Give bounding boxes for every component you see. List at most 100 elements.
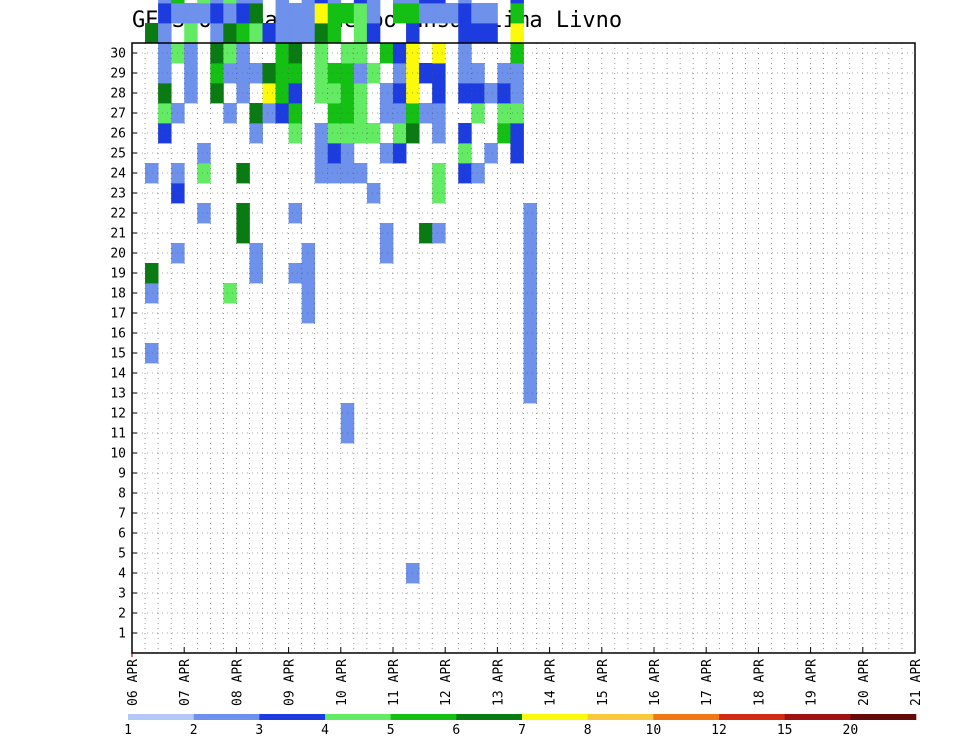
ensemble-cell [249,63,263,84]
colorbar-segment [522,714,588,720]
ensemble-cell [288,83,303,104]
ensemble-cell [236,0,250,4]
ensemble-cell [314,23,329,44]
ensemble-cell [497,83,511,104]
ensemble-cell [393,63,407,84]
ensemble-cell [523,223,537,244]
ensemble-cell [419,0,433,4]
ensemble-cell [223,63,237,84]
ensemble-cell [432,163,446,184]
y-tick-label: 9 [118,467,126,482]
ensemble-cell [236,163,250,184]
ensemble-cell [327,3,342,24]
ensemble-cell [484,23,498,44]
colorbar-segment [653,714,720,720]
ensemble-cell [249,263,263,284]
ensemble-cell [249,123,263,144]
y-tick-label: 21 [110,227,126,242]
ensemble-cell [158,63,172,84]
ensemble-cell [471,103,485,124]
colorbar-segment [325,714,391,720]
ensemble-cell [236,223,250,244]
ensemble-cell [458,23,472,44]
ensemble-cell [393,103,407,124]
ensemble-cell [432,63,446,84]
ensemble-cell [327,143,342,164]
ensemble-cell [223,0,237,4]
x-tick-label: 07 APR [178,659,193,706]
ensemble-cell [301,283,316,304]
ensemble-cell [145,23,159,44]
ensemble-cell [197,3,211,24]
ensemble-cell [301,23,316,44]
ensemble-cell [236,63,250,84]
colorbar-label: 7 [518,723,526,738]
ensemble-cell [406,3,420,24]
ensemble-cell [353,103,368,124]
colorbar-segment [850,714,917,720]
ensemble-cell [523,383,537,404]
ensemble-cell [366,123,381,144]
x-ticks: 06 APR 07 APR 08 APR 09 APR 10 APR 11 APR 12 A… [126,647,924,706]
x-tick-label: 19 APR [805,659,820,706]
ensemble-cell [288,103,303,124]
ensemble-cell [301,3,316,24]
ensemble-cell [223,43,237,64]
y-ticks: 1234567891011121314151617181920212223242… [110,47,137,642]
grid-layer [132,43,915,653]
ensemble-cell [327,123,342,144]
ensemble-cell [484,83,498,104]
y-tick-label: 19 [110,267,126,282]
ensemble-cell [497,123,511,144]
ensemble-cell [158,43,172,64]
y-tick-label: 25 [110,147,126,162]
colorbar-segment [456,714,523,720]
ensemble-cell [288,43,303,64]
x-tick-label: 14 APR [544,659,559,706]
ensemble-cell [419,103,433,124]
ensemble-cell [393,83,407,104]
ensemble-cell [497,103,511,124]
ensemble-cell [484,143,498,164]
y-tick-label: 16 [110,327,126,342]
ensemble-cell [497,63,511,84]
ensemble-cell [236,3,250,24]
y-tick-label: 7 [118,507,126,522]
colorbar-segment [784,714,851,720]
ensemble-cell [471,63,485,84]
ensemble-cell [145,343,159,364]
y-tick-label: 29 [110,67,126,82]
ensemble-cell [458,163,472,184]
colorbar-label: 1 [124,723,132,738]
ensemble-cell [288,123,303,144]
ensemble-cell [314,123,329,144]
colorbar-label: 4 [321,723,329,738]
y-tick-label: 6 [118,527,126,542]
ensemble-cell [366,183,381,204]
ensemble-cell [301,0,316,4]
ensemble-cell [158,23,172,44]
ensemble-cell [458,83,472,104]
ensemble-cell [393,123,407,144]
ensemble-cell [393,143,407,164]
ensemble-cell [353,3,368,24]
y-tick-label: 8 [118,487,126,502]
ensemble-cell [432,83,446,104]
x-tick-label: 12 APR [439,659,454,706]
ensemble-cell [223,3,237,24]
ensemble-cell [223,283,237,304]
ensemble-cell [353,83,368,104]
ensemble-cell [510,23,524,44]
ensemble-cell [314,143,329,164]
ensemble-cell [445,3,459,24]
colorbar: 1 2 3 4 5 6 7 8 10 12 15 20 [124,714,917,738]
ensemble-cell [171,0,185,4]
ensemble-cell [236,23,250,44]
ensemble-cell [145,283,159,304]
ensemble-cell [366,0,381,4]
ensemble-cell [406,23,420,44]
colorbar-segment [193,714,260,720]
y-tick-label: 24 [110,167,126,182]
ensemble-cell [288,63,303,84]
ensemble-cell [458,63,472,84]
